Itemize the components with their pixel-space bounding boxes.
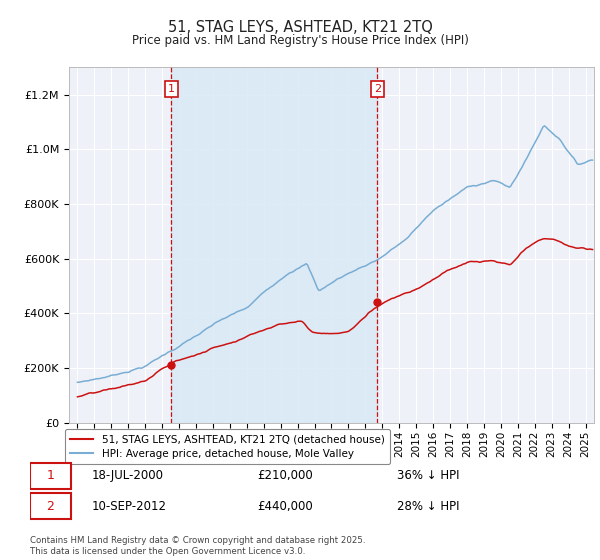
Text: 10-SEP-2012: 10-SEP-2012 <box>92 500 167 513</box>
Text: 18-JUL-2000: 18-JUL-2000 <box>92 469 164 483</box>
Bar <box>171 67 377 423</box>
Text: Price paid vs. HM Land Registry's House Price Index (HPI): Price paid vs. HM Land Registry's House … <box>131 34 469 46</box>
Text: 1: 1 <box>168 84 175 94</box>
Text: 36% ↓ HPI: 36% ↓ HPI <box>397 469 460 483</box>
Legend: 51, STAG LEYS, ASHTEAD, KT21 2TQ (detached house), HPI: Average price, detached : 51, STAG LEYS, ASHTEAD, KT21 2TQ (detach… <box>65 429 390 464</box>
FancyBboxPatch shape <box>30 493 71 519</box>
Text: 28% ↓ HPI: 28% ↓ HPI <box>397 500 460 513</box>
Text: 51, STAG LEYS, ASHTEAD, KT21 2TQ: 51, STAG LEYS, ASHTEAD, KT21 2TQ <box>167 20 433 35</box>
Text: 1: 1 <box>47 469 55 483</box>
Text: 2: 2 <box>374 84 381 94</box>
Text: 2: 2 <box>47 500 55 513</box>
Text: £210,000: £210,000 <box>257 469 313 483</box>
Text: £440,000: £440,000 <box>257 500 313 513</box>
Text: Contains HM Land Registry data © Crown copyright and database right 2025.
This d: Contains HM Land Registry data © Crown c… <box>30 536 365 556</box>
FancyBboxPatch shape <box>30 463 71 489</box>
